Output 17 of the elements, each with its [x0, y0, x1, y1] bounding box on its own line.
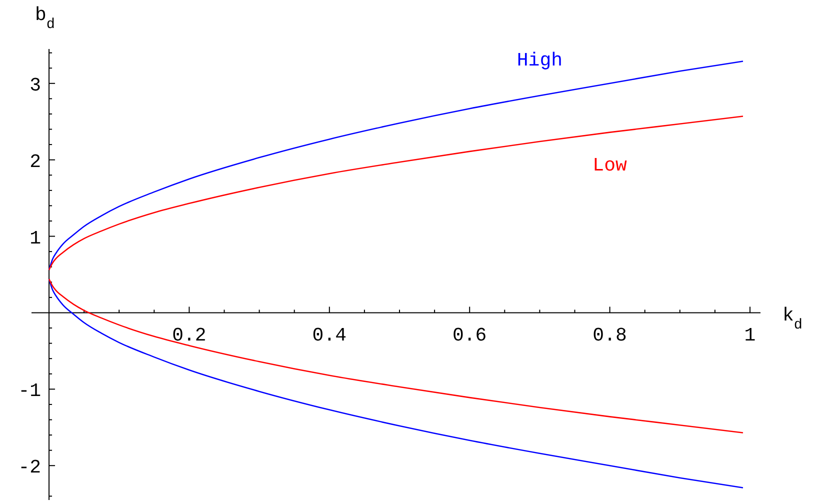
y-tick-label: 3 [30, 74, 42, 96]
y-tick-label: -1 [18, 380, 42, 402]
x-tick-label: 1 [744, 324, 756, 347]
y-tick-label: 1 [30, 227, 42, 250]
x-tick-label: 0.6 [452, 324, 487, 347]
line-series [48, 116, 744, 271]
series-label: High [516, 50, 562, 72]
x-tick-label: 0.8 [592, 324, 627, 347]
line-series [48, 278, 744, 488]
x-tick-label: 0.2 [172, 324, 206, 347]
y-tick-label: 2 [30, 150, 42, 173]
series-label: Low [592, 154, 628, 176]
x-tick-label: 0.4 [312, 324, 347, 347]
x-axis-title: k$_{d}$ [782, 304, 802, 334]
y-tick-label: -2 [18, 456, 42, 479]
line-series [48, 278, 744, 434]
y-axis-title: b$_{d}$ [35, 4, 55, 33]
